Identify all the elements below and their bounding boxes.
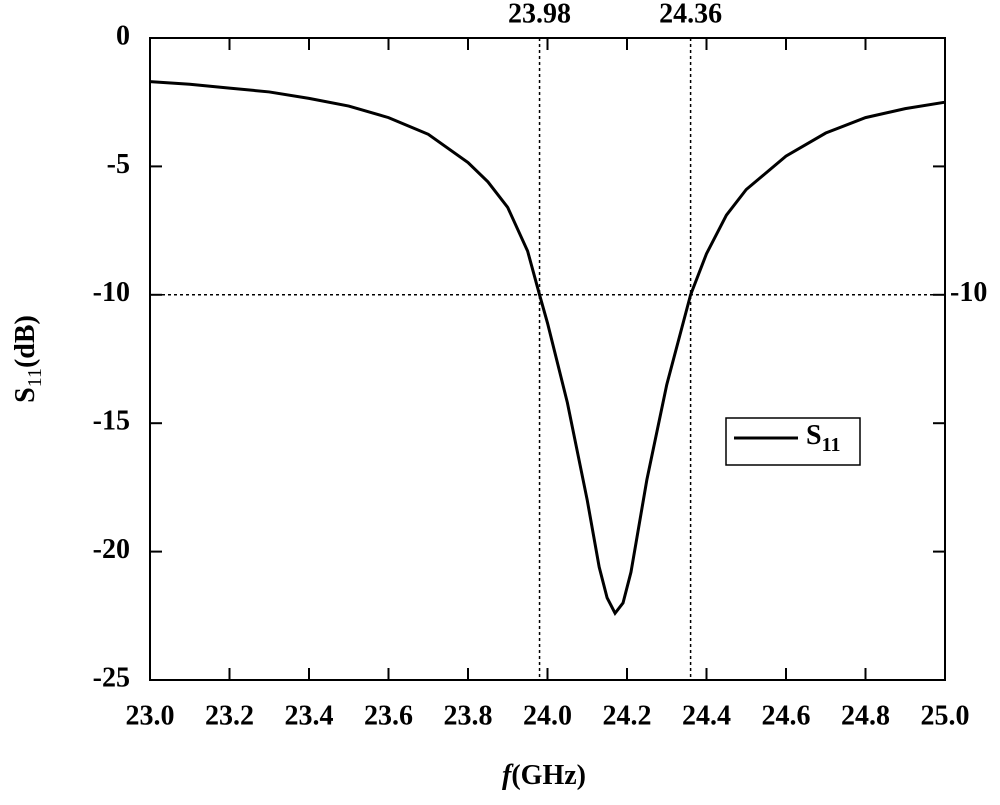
data-line xyxy=(149,80,946,617)
x-tick-label: 24.6 xyxy=(762,700,811,731)
y-axis-label: S11(dB) xyxy=(10,315,45,403)
x-tick-label: 24.4 xyxy=(682,700,731,731)
y-tick-label: -5 xyxy=(107,149,130,180)
x-tick-label: 23.2 xyxy=(205,700,254,731)
x-tick-label: 23.4 xyxy=(285,700,334,731)
x-tick-label: 23.8 xyxy=(444,700,493,731)
reference-label: 23.98 xyxy=(508,0,571,29)
y-label-sub: 11 xyxy=(24,368,46,387)
x-tick-label: 23.6 xyxy=(364,700,413,731)
y-tick-label: 0 xyxy=(116,20,130,51)
y-label-symbol: S xyxy=(10,387,41,403)
x-tick-label: 23.0 xyxy=(126,700,175,731)
x-label-unit: (GHz) xyxy=(511,760,586,791)
y-tick-label: -25 xyxy=(93,662,130,693)
x-tick-label: 24.8 xyxy=(841,700,890,731)
x-tick-label: 24.2 xyxy=(603,700,652,731)
x-tick-label: 24.0 xyxy=(523,700,572,731)
y-label-unit: (dB) xyxy=(10,315,41,368)
legend-name: S xyxy=(806,420,822,451)
legend-sub: 11 xyxy=(822,434,841,456)
x-label-symbol: f xyxy=(502,760,514,791)
x-tick-label: 25.0 xyxy=(921,700,970,731)
y-tick-label: -10 xyxy=(93,277,130,308)
x-axis-label: f(GHz) xyxy=(502,760,586,791)
reference-label: -10 xyxy=(950,277,987,308)
legend-box xyxy=(725,417,861,466)
y-tick-label: -20 xyxy=(93,534,130,565)
reference-label: 24.36 xyxy=(659,0,722,29)
legend-label: S11 xyxy=(806,420,840,455)
y-tick-label: -15 xyxy=(93,406,130,437)
